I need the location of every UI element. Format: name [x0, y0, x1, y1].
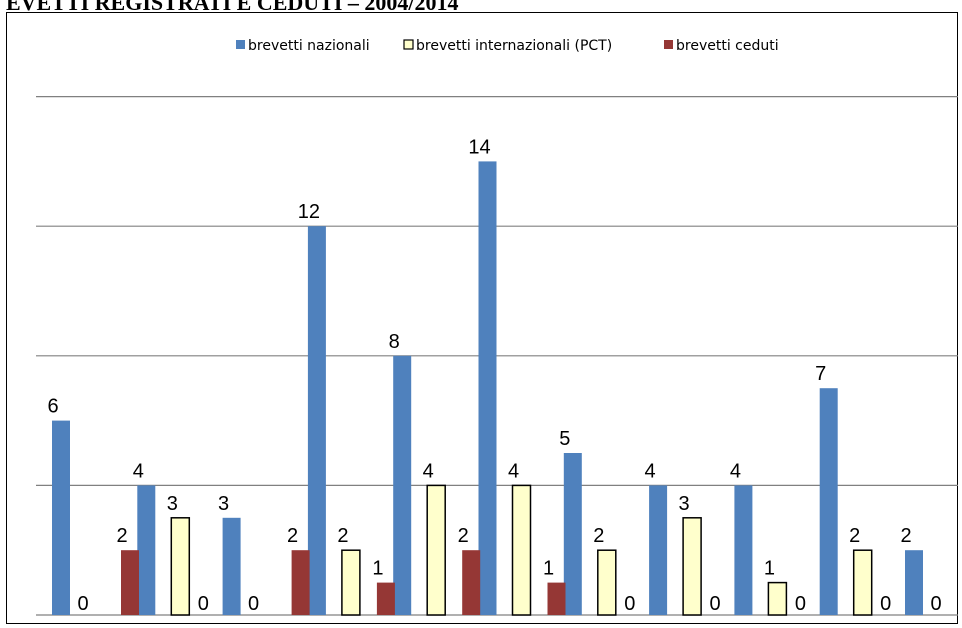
bar: [170, 517, 191, 616]
data-label: 1: [764, 558, 775, 580]
data-label: 4: [645, 460, 656, 482]
data-label: 1: [543, 558, 554, 580]
data-label: 8: [389, 331, 400, 353]
data-label: 2: [593, 525, 604, 547]
data-label: 1: [372, 558, 383, 580]
legend-swatch: [403, 39, 414, 50]
data-label: 6: [47, 396, 58, 418]
legend-swatch: [236, 40, 245, 49]
data-label: 4: [423, 460, 434, 482]
data-label: 5: [559, 428, 570, 450]
legend-label: brevetti nazionali: [248, 38, 370, 54]
bar: [376, 582, 395, 615]
legend-swatch: [664, 40, 673, 49]
data-labels: 64312814544720302442312020212100001: [47, 136, 941, 615]
bar: [767, 581, 788, 616]
data-label: 3: [679, 493, 690, 515]
data-label: 2: [900, 525, 911, 547]
legend-label: brevetti ceduti: [676, 38, 779, 54]
data-label: 0: [795, 593, 806, 615]
bar: [563, 453, 582, 615]
data-label: 3: [167, 493, 178, 515]
bars: [52, 161, 923, 616]
data-label: 0: [198, 593, 209, 615]
data-label: 0: [710, 593, 721, 615]
bar: [905, 550, 923, 615]
data-label: 2: [337, 525, 348, 547]
bar: [291, 550, 310, 615]
data-label: 4: [730, 460, 741, 482]
bar: [341, 549, 361, 616]
bar: [511, 484, 532, 616]
data-label: 4: [133, 460, 144, 482]
data-label: 14: [468, 136, 490, 158]
bar: [682, 517, 702, 616]
data-label: 0: [77, 593, 88, 615]
bar: [52, 420, 70, 615]
data-label: 12: [298, 201, 320, 223]
bar: [649, 485, 668, 615]
data-label: 0: [624, 593, 635, 615]
chart-frame: [6, 12, 958, 624]
data-label: 2: [287, 525, 298, 547]
bar: [393, 355, 412, 615]
data-label: 0: [248, 593, 259, 615]
bar: [222, 517, 241, 615]
legend-label: brevetti internazionali (PCT): [416, 38, 612, 54]
chart-title: EVETTI REGISTRATI E CEDUTI – 2004/2014: [6, 0, 459, 15]
bar: [547, 582, 566, 615]
data-label: 3: [218, 493, 229, 515]
data-label: 0: [930, 593, 941, 615]
bar: [734, 485, 753, 615]
bar: [478, 161, 497, 615]
bar: [307, 226, 326, 615]
bar: [462, 550, 481, 615]
bar: [121, 550, 139, 615]
bar: [426, 484, 446, 616]
bar: [597, 549, 617, 616]
bar: [852, 549, 873, 616]
data-label: 2: [849, 525, 860, 547]
data-label: 2: [458, 525, 469, 547]
data-label: 2: [116, 525, 127, 547]
legend: brevetti nazionali brevetti internazional…: [236, 38, 779, 54]
data-label: 0: [880, 593, 891, 615]
bar: [819, 388, 838, 615]
data-label: 7: [815, 363, 826, 385]
bar: [137, 485, 156, 615]
data-label: 4: [508, 460, 519, 482]
